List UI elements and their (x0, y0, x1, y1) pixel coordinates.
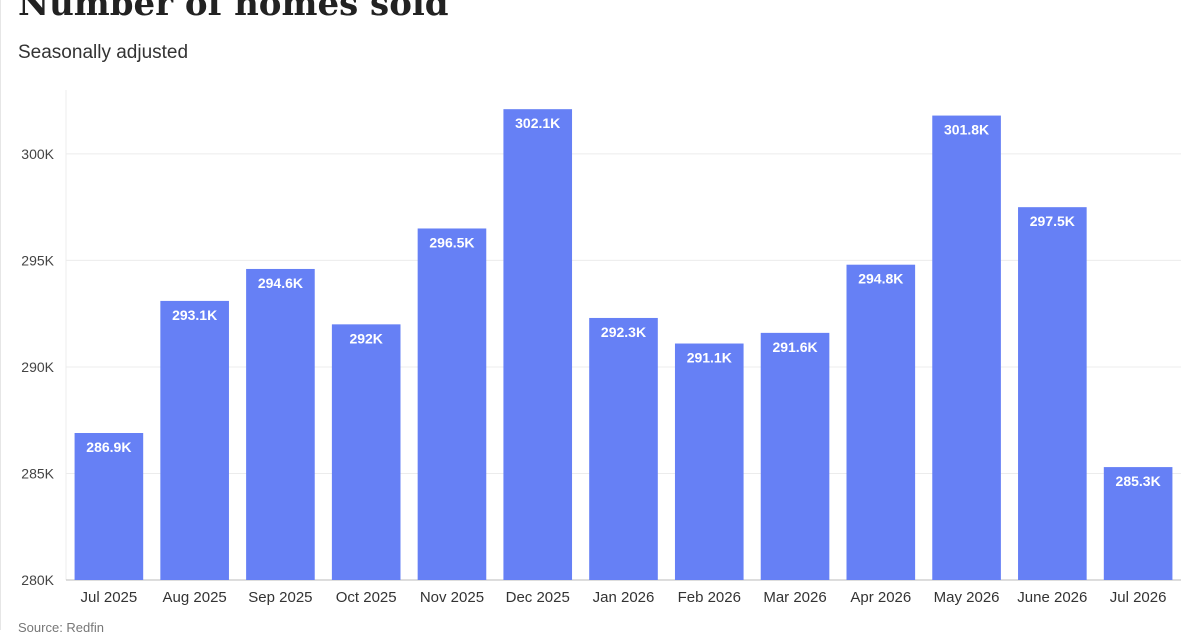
bar (331, 324, 401, 580)
x-tick-label: Sep 2025 (248, 589, 312, 606)
y-tick-label: 295K (21, 252, 54, 268)
bar (674, 343, 744, 580)
bar (417, 228, 487, 580)
bar-value-label: 291.6K (772, 339, 817, 355)
x-tick-label: Apr 2026 (850, 589, 911, 606)
x-tick-label: Mar 2026 (763, 589, 826, 606)
bar-value-label: 286.9K (86, 439, 131, 455)
x-tick-label: June 2026 (1017, 589, 1087, 606)
y-tick-label: 290K (21, 359, 54, 375)
bar-value-label: 291.1K (687, 350, 732, 366)
x-axis: Jul 2025 Aug 2025 Sep 2025 Oct 2025 Nov 2025… (81, 589, 1167, 606)
x-tick-label: Jul 2026 (1110, 589, 1167, 606)
source-note: Source: Redfin (18, 620, 104, 635)
chart-title: Number of homes sold (18, 0, 449, 24)
data-labels: 286.9K 293.1K 294.6K 292K 296.5K 302.1K 292.3K… (86, 115, 1160, 489)
x-tick-label: Feb 2026 (678, 589, 741, 606)
bar (1018, 207, 1087, 580)
bar (846, 264, 916, 580)
bar-value-label: 302.1K (515, 115, 560, 131)
bar-value-label: 293.1K (172, 307, 217, 323)
bar (246, 268, 315, 580)
bar (160, 300, 229, 580)
bar (760, 332, 830, 580)
bar (589, 317, 658, 580)
bar-value-label: 285.3K (1116, 473, 1161, 489)
bar-value-label: 294.6K (258, 275, 303, 291)
chart-subtitle: Seasonally adjusted (18, 42, 189, 63)
bar-value-label: 292.3K (601, 324, 646, 340)
bars (74, 109, 1173, 580)
y-axis: 280K 285K 290K 295K 300K (21, 90, 1181, 588)
x-tick-label: Oct 2025 (336, 589, 397, 606)
x-tick-label: Jul 2025 (81, 589, 138, 606)
bar-value-label: 292K (349, 330, 382, 346)
bar-value-label: 301.8K (944, 122, 989, 138)
bar-value-label: 297.5K (1030, 213, 1075, 229)
bar (932, 115, 1001, 580)
y-tick-label: 280K (21, 572, 54, 588)
y-tick-label: 285K (21, 465, 54, 481)
x-tick-label: May 2026 (934, 589, 1000, 606)
bar (503, 109, 573, 580)
x-tick-label: Aug 2025 (163, 589, 227, 606)
x-tick-label: Jan 2026 (593, 589, 655, 606)
bar (1103, 467, 1173, 580)
x-tick-label: Nov 2025 (420, 589, 484, 606)
bar-value-label: 294.8K (858, 271, 903, 287)
bar-value-label: 296.5K (429, 234, 474, 250)
bar (74, 433, 144, 580)
x-tick-label: Dec 2025 (506, 589, 570, 606)
y-tick-label: 300K (21, 146, 54, 162)
